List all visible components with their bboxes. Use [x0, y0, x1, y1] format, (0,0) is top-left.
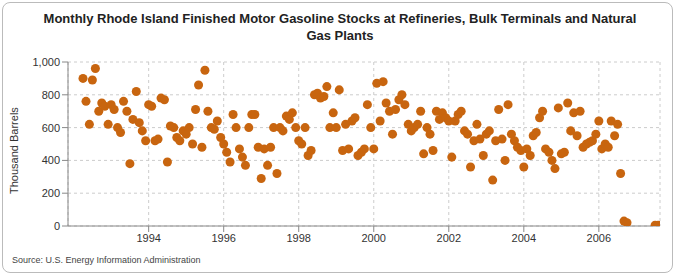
svg-text:400: 400 [42, 154, 60, 166]
svg-text:2002: 2002 [437, 232, 461, 244]
svg-text:2000: 2000 [362, 232, 386, 244]
svg-text:Thousand Barrels: Thousand Barrels [8, 107, 20, 194]
svg-text:1996: 1996 [211, 232, 235, 244]
svg-text:200: 200 [42, 187, 60, 199]
svg-text:2004: 2004 [512, 232, 536, 244]
svg-text:600: 600 [42, 122, 60, 134]
svg-text:1998: 1998 [286, 232, 310, 244]
svg-text:1994: 1994 [136, 232, 160, 244]
html-text:Monthly Rhode Island Finished: Monthly Rhode Island Finished Motor Gaso… [43, 11, 637, 43]
svg-text:0: 0 [54, 220, 60, 232]
svg-text:800: 800 [42, 89, 60, 101]
svg-text:1,000: 1,000 [32, 56, 60, 68]
svg-text:2006: 2006 [587, 232, 611, 244]
html-text:Source: U.S. Energy Informatio: Source: U.S. Energy Information Administ… [12, 255, 201, 265]
